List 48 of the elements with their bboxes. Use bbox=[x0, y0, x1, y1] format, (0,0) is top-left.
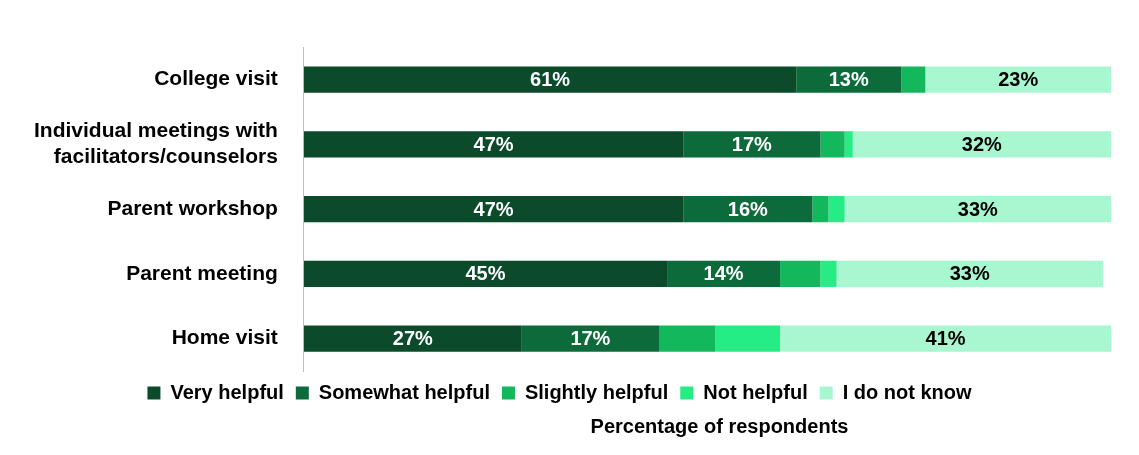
data-label: 61% bbox=[530, 68, 571, 91]
data-label: 13% bbox=[828, 68, 869, 91]
bar bbox=[820, 260, 837, 287]
data-label: 41% bbox=[925, 327, 966, 350]
data-label: 32% bbox=[961, 132, 1003, 155]
bar bbox=[659, 325, 716, 352]
bar bbox=[812, 195, 829, 223]
legend-label: I do not know bbox=[842, 380, 972, 403]
bar bbox=[796, 66, 902, 93]
legend-label: Not helpful bbox=[703, 380, 808, 403]
data-label: 47% bbox=[473, 197, 514, 220]
bar bbox=[820, 131, 845, 158]
y-tick-label: Individual meetings with facilitators/counselors bbox=[34, 117, 278, 168]
data-label: 47% bbox=[473, 132, 514, 155]
bar bbox=[303, 325, 522, 352]
data-label: 45% bbox=[465, 262, 506, 285]
data-label: 14% bbox=[703, 262, 744, 285]
bar bbox=[715, 325, 781, 352]
data-label: 33% bbox=[949, 262, 990, 285]
bar bbox=[303, 131, 684, 158]
y-tick-label: Home visit bbox=[171, 325, 278, 349]
bar bbox=[901, 66, 926, 93]
x-axis-title: Percentage of respondents bbox=[589, 415, 850, 438]
bar bbox=[844, 131, 853, 158]
data-label: 16% bbox=[727, 197, 769, 220]
bar bbox=[683, 131, 821, 158]
y-tick-label: Parent workshop bbox=[107, 195, 278, 219]
legend-label: Slightly helpful bbox=[524, 380, 669, 403]
bar bbox=[925, 66, 1111, 93]
bar bbox=[780, 260, 821, 287]
bar bbox=[780, 325, 1111, 352]
bar bbox=[836, 260, 1103, 287]
bar bbox=[828, 195, 845, 223]
data-label: 17% bbox=[570, 327, 611, 350]
bar bbox=[303, 66, 797, 93]
bar bbox=[303, 260, 668, 287]
y-tick-label: College visit bbox=[154, 66, 278, 90]
bar bbox=[521, 325, 659, 352]
data-label: 33% bbox=[957, 197, 999, 220]
bar bbox=[303, 195, 684, 223]
bar bbox=[852, 131, 1111, 158]
data-label: 27% bbox=[392, 327, 434, 350]
data-label: 17% bbox=[731, 132, 773, 155]
legend-label: Somewhat helpful bbox=[318, 380, 490, 403]
legend-label: Very helpful bbox=[170, 380, 284, 403]
y-tick-label: Parent meeting bbox=[126, 260, 278, 284]
bar bbox=[844, 195, 1111, 223]
data-label: 23% bbox=[998, 68, 1039, 91]
